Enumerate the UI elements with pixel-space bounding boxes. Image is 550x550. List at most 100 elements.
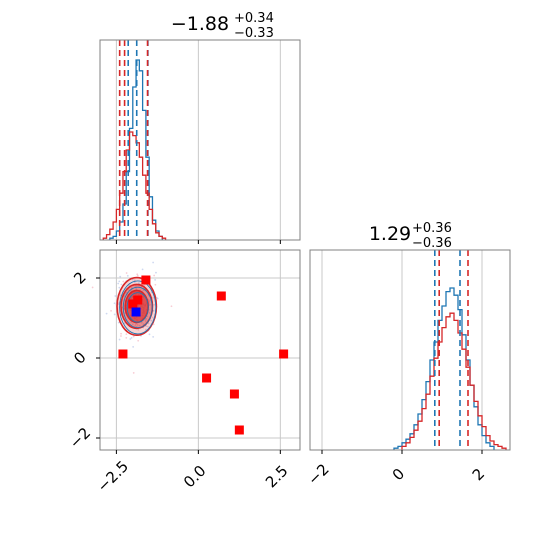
joint-sample-point xyxy=(152,335,155,338)
param1-title-plus: +0.34 xyxy=(234,11,274,26)
joint-sample-point xyxy=(148,333,151,336)
joint-sample-point xyxy=(137,328,140,331)
joint-frame xyxy=(99,249,301,451)
joint-sample-point xyxy=(117,303,120,305)
joint-sample-point xyxy=(129,338,132,340)
joint-sample-point xyxy=(110,309,112,312)
joint-sample-point xyxy=(144,328,147,331)
joint-red-square xyxy=(128,299,138,309)
joint-ytick-label: 0 xyxy=(70,348,89,367)
p2-hist-red xyxy=(401,312,507,450)
joint-sample-point xyxy=(146,325,149,328)
joint-sample-point xyxy=(120,335,122,337)
p2-xtick-label: 0 xyxy=(389,465,408,484)
joint-sample-point xyxy=(118,280,121,283)
joint-sample-point xyxy=(136,324,139,326)
param1-title-minus: −0.33 xyxy=(234,26,274,41)
joint-contour-blue xyxy=(126,292,149,323)
joint-sample-point xyxy=(152,309,155,312)
joint-sample-point xyxy=(154,283,157,286)
p2-xtick-label: −2 xyxy=(304,460,332,488)
joint-sample-point xyxy=(137,339,140,342)
joint-ytick-label: 2 xyxy=(70,268,89,287)
joint-sample-point xyxy=(113,302,116,305)
joint-sample-point xyxy=(131,323,134,326)
joint-sample-point xyxy=(113,313,116,316)
joint-sample-point xyxy=(140,321,143,324)
joint-sample-point xyxy=(147,322,150,325)
param1-title: −1.88 xyxy=(171,13,229,35)
joint-xtick-label: 2.5 xyxy=(262,462,292,492)
joint-sample-point xyxy=(152,296,155,299)
joint-sample-point xyxy=(148,300,151,303)
joint-sample-point xyxy=(144,319,147,322)
joint-sample-point xyxy=(170,305,173,308)
joint-xtick-label: 0.0 xyxy=(180,462,210,492)
hist-param2-panel: 1.29 +0.36 −0.36 −2 0 2 xyxy=(304,221,511,489)
joint-sample-point xyxy=(119,275,122,278)
joint-sample-point xyxy=(154,278,157,281)
joint-red-square xyxy=(216,291,226,301)
joint-sample-point xyxy=(156,297,159,300)
joint-sample-point xyxy=(135,284,138,287)
joint-contour-blue xyxy=(119,280,157,335)
joint-xtick-label: −2.5 xyxy=(94,457,132,495)
joint-sample-point xyxy=(126,274,129,277)
p1-hist-red xyxy=(102,131,167,240)
joint-sample-point xyxy=(145,318,148,320)
joint-sample-point xyxy=(123,322,126,325)
p2-hist-blue xyxy=(393,287,495,450)
joint-sample-point xyxy=(152,261,155,264)
joint-sample-point xyxy=(134,325,137,327)
joint-sample-point xyxy=(138,324,141,327)
p2-xtick-label: 2 xyxy=(469,465,488,484)
joint-blue-square xyxy=(131,307,141,317)
joint-red-square xyxy=(118,349,128,359)
joint-sample-point xyxy=(153,274,156,277)
joint-sample-point xyxy=(130,336,133,339)
joint-sample-point xyxy=(150,319,153,322)
joint-sample-point xyxy=(120,283,123,286)
joint-red-square xyxy=(141,275,151,285)
joint-sample-point xyxy=(135,287,138,290)
joint-ytick-label: −2 xyxy=(66,424,94,452)
joint-sample-point xyxy=(153,303,155,306)
param2-title: 1.29 xyxy=(369,223,411,245)
joint-sample-point xyxy=(155,271,157,274)
hist-param1-frame xyxy=(99,39,301,241)
joint-red-square xyxy=(234,425,244,435)
joint-sample-point xyxy=(119,294,122,297)
joint-contour-blue xyxy=(122,286,153,329)
joint-sample-point xyxy=(141,268,144,271)
joint-sample-point xyxy=(117,282,120,285)
joint-sample-point xyxy=(148,311,151,314)
joint-sample-point xyxy=(142,289,145,292)
joint-sample-point xyxy=(132,335,135,338)
joint-sample-point xyxy=(136,273,139,276)
param2-title-plus: +0.36 xyxy=(412,221,452,236)
joint-red-square xyxy=(229,389,239,399)
joint-sample-point xyxy=(105,312,108,315)
joint-red-square xyxy=(133,295,143,305)
joint-red-square xyxy=(202,373,212,383)
joint-sample-point xyxy=(132,372,135,374)
joint-sample-point xyxy=(125,336,128,339)
joint-sample-point xyxy=(122,280,125,283)
joint-sample-point xyxy=(118,286,121,289)
param2-title-minus: −0.36 xyxy=(412,236,452,251)
joint-sample-point xyxy=(114,295,117,297)
joint-sample-point xyxy=(125,333,128,336)
joint-sample-point xyxy=(117,321,120,324)
joint-panel: −2.5 0.0 2.5 −2 0 2 xyxy=(66,249,301,496)
joint-sample-point xyxy=(118,338,121,341)
joint-sample-point xyxy=(144,320,147,323)
joint-sample-point xyxy=(125,272,128,274)
joint-sample-point xyxy=(132,345,135,348)
joint-sample-point xyxy=(120,332,122,335)
hist-param2-frame xyxy=(309,249,511,451)
joint-sample-point xyxy=(134,323,137,325)
joint-sample-point xyxy=(151,316,154,319)
joint-sample-point xyxy=(145,325,148,328)
joint-sample-point xyxy=(91,286,94,289)
